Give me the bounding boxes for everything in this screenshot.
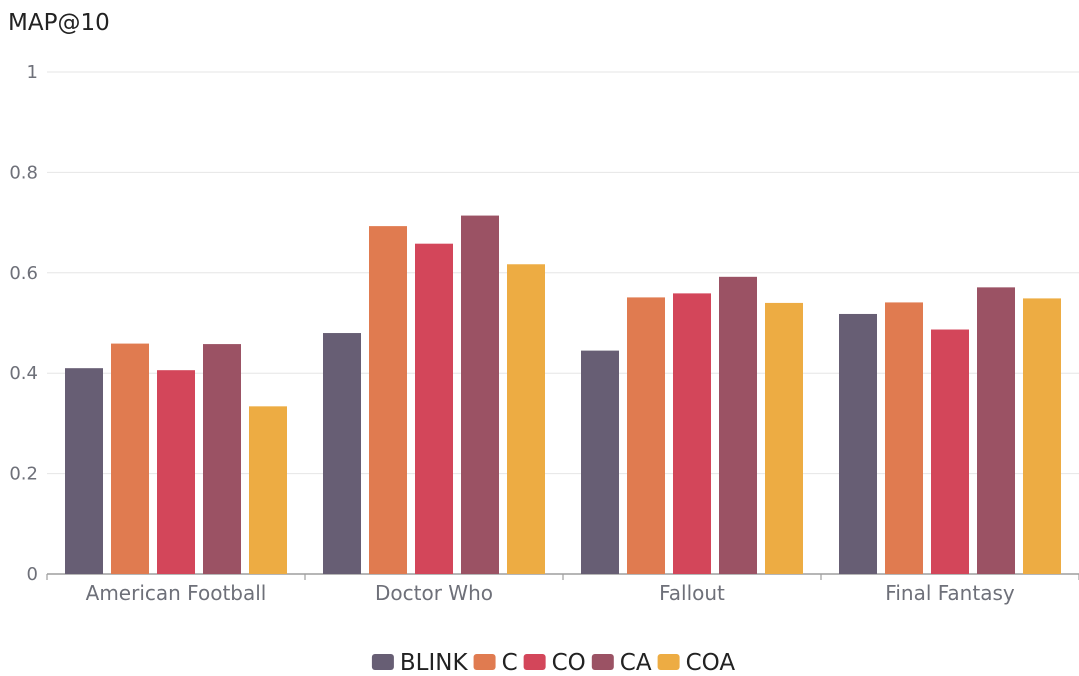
x-tick-label: Final Fantasy	[885, 581, 1015, 605]
legend-label: C	[502, 650, 518, 676]
bar-coa-3	[765, 302, 803, 574]
x-tick-label: Fallout	[659, 581, 725, 605]
legend-swatch	[371, 654, 394, 670]
legend-swatch	[473, 654, 496, 670]
legend-item-ca[interactable]: CA	[591, 650, 652, 676]
legend-item-c[interactable]: C	[473, 650, 518, 676]
bar-blink-2	[323, 333, 361, 574]
y-tick-label: 0.2	[9, 464, 38, 485]
x-tick-label: Doctor Who	[375, 581, 493, 605]
bar-co-2	[415, 243, 453, 574]
legend-label: BLINK	[400, 650, 469, 676]
legend-label: CA	[620, 650, 652, 676]
y-tick-label: 1	[27, 62, 38, 83]
legend-item-blink[interactable]: BLINK	[371, 650, 469, 676]
y-tick-label: 0	[27, 564, 38, 585]
bar-coa-2	[507, 264, 545, 574]
bar-c-3	[627, 297, 665, 574]
legend-label: CO	[552, 650, 586, 676]
y-tick-label: 0.4	[9, 363, 38, 384]
bar-ca-1	[203, 344, 241, 574]
bar-blink-1	[65, 368, 103, 574]
bar-blink-4	[839, 313, 877, 574]
y-axis-title: MAP@10	[8, 10, 110, 36]
bars	[65, 215, 1061, 574]
bar-ca-3	[719, 276, 757, 574]
legend-swatch	[657, 654, 680, 670]
bar-c-1	[111, 343, 149, 574]
x-axis: American Football Doctor Who Fallout Final …	[46, 573, 1079, 605]
bar-ca-2	[461, 215, 499, 574]
bar-c-4	[885, 302, 923, 574]
legend-item-co[interactable]: CO	[523, 650, 586, 676]
legend-swatch	[523, 654, 546, 670]
y-tick-label: 0.6	[9, 263, 38, 284]
legend-label: COA	[686, 650, 736, 676]
x-tick-label: American Football	[86, 581, 267, 605]
bar-blink-3	[581, 350, 619, 574]
bar-ca-4	[977, 287, 1015, 574]
bar-co-3	[673, 293, 711, 574]
bar-co-4	[931, 329, 969, 574]
bar-c-2	[369, 226, 407, 574]
bar-co-1	[157, 370, 195, 574]
legend-swatch	[591, 654, 614, 670]
legend-item-coa[interactable]: COA	[657, 650, 736, 676]
y-tick-label: 0.8	[9, 162, 38, 183]
bar-coa-1	[249, 406, 287, 574]
legend: BLINK C CO CA COA	[371, 650, 736, 676]
bar-coa-4	[1023, 298, 1061, 574]
